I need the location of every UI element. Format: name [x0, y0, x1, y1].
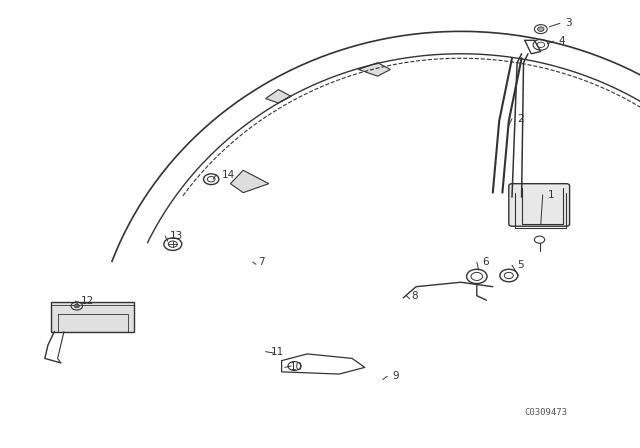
Text: 13: 13 — [170, 231, 184, 241]
FancyBboxPatch shape — [51, 302, 134, 332]
Text: 2: 2 — [517, 114, 524, 124]
Text: 4: 4 — [559, 36, 565, 46]
Circle shape — [74, 304, 79, 308]
Text: 3: 3 — [565, 18, 572, 28]
Text: 7: 7 — [258, 257, 264, 267]
Text: 6: 6 — [482, 257, 488, 267]
Text: 8: 8 — [412, 291, 418, 301]
Text: 11: 11 — [271, 347, 284, 357]
Polygon shape — [266, 90, 291, 103]
Circle shape — [538, 27, 544, 31]
Text: 14: 14 — [221, 170, 235, 180]
Text: 12: 12 — [81, 296, 94, 306]
Text: 1: 1 — [548, 190, 554, 200]
Polygon shape — [358, 63, 390, 76]
Text: 5: 5 — [517, 260, 524, 270]
Text: 9: 9 — [392, 371, 399, 381]
FancyBboxPatch shape — [509, 184, 570, 226]
Text: C0309473: C0309473 — [525, 408, 568, 417]
Polygon shape — [230, 170, 269, 193]
Text: 10: 10 — [290, 362, 303, 372]
